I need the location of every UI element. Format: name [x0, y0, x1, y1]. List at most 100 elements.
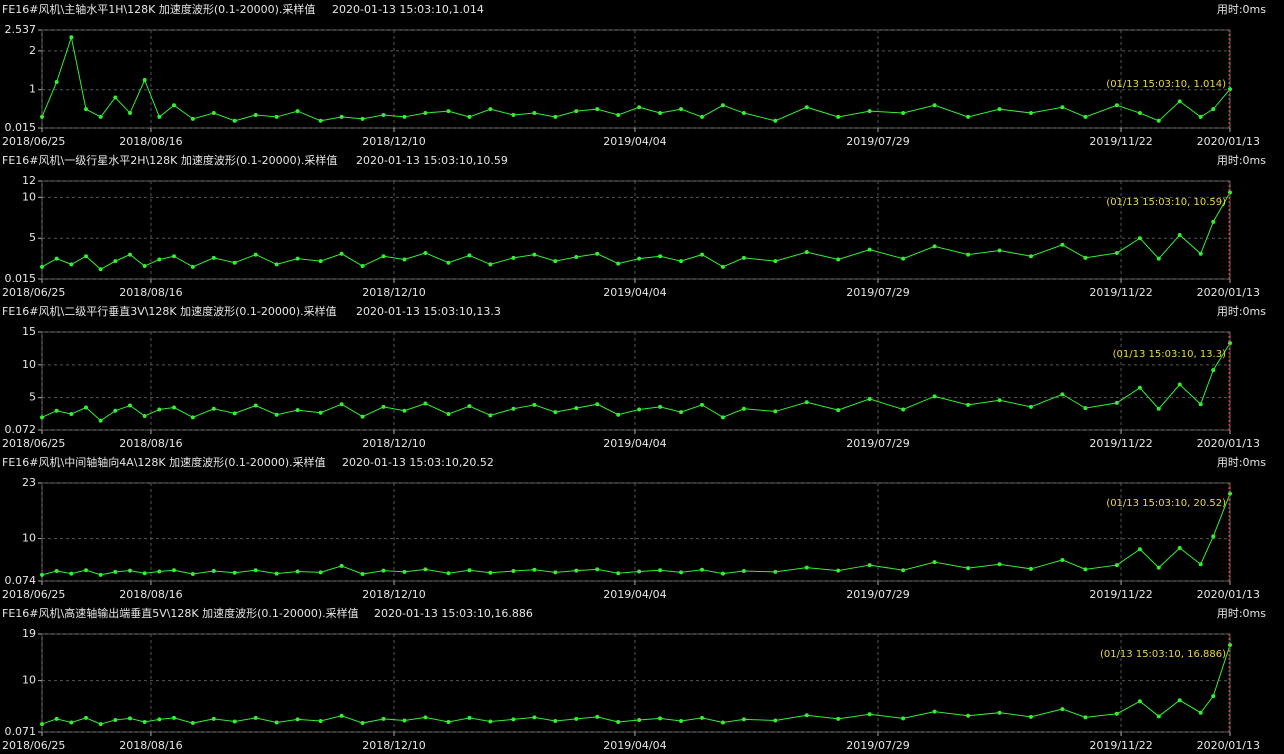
- elapsed-time: 用时:0ms: [1217, 607, 1266, 620]
- data-point: [1211, 368, 1216, 373]
- data-point: [553, 410, 558, 415]
- data-point: [253, 252, 258, 257]
- data-point: [595, 567, 600, 572]
- y-tick-label: 2.537: [5, 23, 37, 36]
- data-point: [901, 716, 906, 721]
- data-point: [1156, 406, 1161, 411]
- x-tick-label: 2019/07/29: [846, 135, 909, 148]
- data-point: [69, 35, 74, 40]
- data-point: [966, 402, 971, 407]
- data-point: [172, 405, 176, 410]
- data-point: [381, 404, 386, 409]
- data-point: [1137, 699, 1142, 704]
- data-point: [637, 256, 642, 261]
- x-tick-label: 2020/01/13: [1197, 588, 1260, 601]
- data-point: [423, 567, 428, 572]
- x-tick-label: 2019/04/04: [603, 286, 666, 299]
- data-point: [1211, 534, 1216, 539]
- data-point: [595, 714, 600, 719]
- data-point: [253, 715, 258, 720]
- data-point: [700, 114, 704, 119]
- data-point: [700, 715, 704, 720]
- data-point: [69, 720, 74, 725]
- data-point: [467, 715, 472, 720]
- data-point: [113, 95, 118, 100]
- data-point: [488, 107, 493, 112]
- data-point: [446, 412, 451, 417]
- data-point: [532, 252, 537, 257]
- data-point: [966, 114, 971, 119]
- data-point: [488, 719, 493, 724]
- data-point: [1177, 382, 1182, 387]
- data-point: [1177, 99, 1182, 104]
- x-tick-label: 2018/06/25: [2, 135, 65, 148]
- data-point: [113, 569, 118, 574]
- chart-title: FE16#风机\二级平行垂直3V\128K 加速度波形(0.1-20000).采…: [2, 304, 337, 318]
- data-point: [1211, 694, 1216, 699]
- data-point: [128, 568, 132, 573]
- data-point: [595, 107, 600, 112]
- y-tick-label: 2: [29, 44, 36, 57]
- x-tick-label: 2018/06/25: [2, 437, 65, 450]
- data-point: [1177, 698, 1182, 703]
- data-point: [574, 716, 579, 721]
- data-point: [1211, 219, 1216, 224]
- data-point: [997, 248, 1002, 253]
- data-point: [595, 402, 600, 407]
- data-point: [720, 264, 725, 269]
- data-point: [658, 568, 663, 573]
- data-point: [679, 718, 684, 723]
- chart-subtitle: 2020-01-13 15:03:10,1.014: [332, 3, 484, 16]
- data-point: [232, 719, 237, 724]
- data-point: [1060, 105, 1065, 110]
- data-point: [720, 571, 725, 576]
- data-point: [211, 111, 216, 116]
- data-point: [84, 405, 88, 410]
- cursor-annotation: (01/13 15:03:10, 16.886): [1100, 649, 1226, 660]
- data-point: [232, 260, 237, 265]
- data-point: [339, 402, 344, 407]
- data-point: [157, 257, 162, 262]
- data-point: [211, 255, 216, 260]
- data-point: [637, 407, 642, 412]
- data-point: [467, 404, 472, 409]
- data-point: [658, 254, 663, 259]
- data-point: [1114, 711, 1119, 716]
- data-point: [1198, 710, 1203, 715]
- x-tick-label: 2020/01/13: [1197, 286, 1260, 299]
- data-point: [84, 254, 88, 259]
- data-point: [773, 259, 778, 264]
- data-point: [966, 566, 971, 571]
- data-point: [1114, 250, 1119, 255]
- data-point: [381, 112, 386, 117]
- y-tick-label: 5: [29, 391, 36, 404]
- data-point: [1028, 254, 1033, 259]
- data-point: [553, 718, 558, 723]
- data-point: [997, 562, 1002, 567]
- data-point: [211, 716, 216, 721]
- data-point: [1198, 114, 1203, 119]
- data-point: [867, 109, 872, 114]
- data-point: [40, 114, 44, 119]
- data-point: [54, 256, 59, 261]
- data-point: [1156, 118, 1161, 123]
- data-point: [700, 252, 704, 257]
- data-point: [402, 718, 407, 723]
- data-point: [595, 251, 600, 256]
- chart-title: FE16#风机\高速轴输出端垂直5V\128K 加速度波形(0.1-20000)…: [2, 606, 359, 620]
- data-point: [295, 256, 300, 261]
- data-point: [804, 250, 809, 255]
- data-point: [402, 114, 407, 119]
- data-point: [1060, 242, 1065, 247]
- data-point: [1156, 714, 1161, 719]
- data-point: [901, 256, 906, 261]
- data-point: [274, 412, 279, 417]
- data-point: [1177, 545, 1182, 550]
- data-point: [142, 78, 147, 83]
- data-point: [511, 406, 516, 411]
- data-point: [467, 114, 472, 119]
- data-point: [69, 412, 74, 417]
- x-tick-label: 2018/06/25: [2, 588, 65, 601]
- x-tick-label: 2018/08/16: [119, 437, 182, 450]
